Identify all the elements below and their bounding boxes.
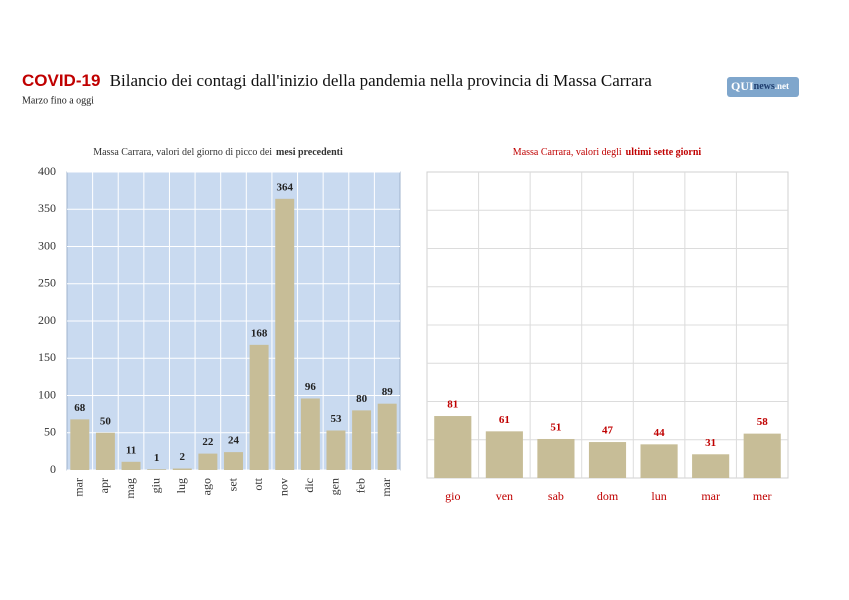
y-tick-label: 150 bbox=[38, 350, 56, 364]
bar bbox=[70, 419, 90, 470]
value-label: 11 bbox=[126, 444, 136, 456]
value-label: 80 bbox=[356, 393, 368, 405]
x-tick-label: lug bbox=[174, 478, 188, 493]
value-label: 31 bbox=[705, 437, 716, 449]
bar bbox=[640, 444, 678, 478]
x-tick-label: ago bbox=[200, 478, 214, 495]
y-tick-label: 200 bbox=[38, 313, 56, 327]
title-highlight: COVID-19 bbox=[22, 71, 100, 90]
y-tick-label: 50 bbox=[44, 425, 56, 439]
chart-title-bold: mesi precedenti bbox=[276, 147, 343, 158]
bar bbox=[300, 398, 320, 470]
value-label: 68 bbox=[74, 402, 86, 414]
title: COVID-19 Bilancio dei contagi dall'inizi… bbox=[22, 71, 652, 91]
chart-title-bold: ultimi sette giorni bbox=[626, 147, 702, 158]
bar bbox=[147, 469, 167, 470]
x-tick-label: set bbox=[225, 477, 239, 491]
value-label: 168 bbox=[251, 327, 268, 339]
value-label: 47 bbox=[602, 425, 614, 437]
value-label: 96 bbox=[305, 381, 317, 393]
y-tick-label: 100 bbox=[38, 387, 56, 401]
y-tick-label: 400 bbox=[38, 164, 56, 178]
logo-box bbox=[727, 77, 799, 97]
value-label: 24 bbox=[228, 435, 240, 447]
bar bbox=[377, 403, 397, 470]
subtitle: Marzo fino a oggi bbox=[22, 95, 94, 106]
x-tick-label: lun bbox=[651, 489, 666, 503]
x-tick-label: ott bbox=[251, 477, 265, 490]
x-tick-label: mer bbox=[753, 489, 772, 503]
value-label: 44 bbox=[654, 427, 666, 439]
x-tick-label: gio bbox=[445, 489, 460, 503]
logo-part: news bbox=[754, 81, 775, 92]
chart-title-text: Massa Carrara, valori degli bbox=[513, 147, 622, 158]
x-tick-label: sab bbox=[548, 489, 564, 503]
logo-part: .net bbox=[775, 81, 789, 91]
chart-title: Massa Carrara, valori del giorno di picc… bbox=[93, 147, 343, 158]
value-label: 89 bbox=[382, 386, 394, 398]
value-label: 364 bbox=[276, 181, 293, 193]
x-tick-label: mar bbox=[72, 478, 86, 497]
x-tick-label: mag bbox=[123, 478, 137, 499]
x-tick-label: giu bbox=[148, 478, 162, 493]
x-tick-label: mar bbox=[701, 489, 720, 503]
x-tick-label: apr bbox=[97, 478, 111, 493]
value-label: 81 bbox=[447, 399, 458, 411]
bar bbox=[692, 454, 730, 478]
y-tick-label: 250 bbox=[38, 276, 56, 290]
bar bbox=[588, 442, 627, 478]
y-tick-label: 0 bbox=[50, 462, 56, 476]
value-label: 50 bbox=[100, 415, 112, 427]
bar bbox=[224, 452, 243, 470]
x-tick-label: dom bbox=[597, 489, 619, 503]
value-label: 58 bbox=[757, 416, 769, 428]
x-tick-label: dic bbox=[302, 478, 316, 493]
title-text: Bilancio dei contagi dall'inizio della p… bbox=[110, 71, 653, 90]
bar bbox=[743, 433, 781, 478]
bar bbox=[434, 416, 472, 478]
x-tick-label: gen bbox=[328, 478, 342, 495]
x-tick-label: nov bbox=[276, 478, 290, 496]
bar bbox=[249, 344, 269, 470]
value-label: 51 bbox=[550, 422, 561, 434]
chart-title-text: Massa Carrara, valori del giorno di picc… bbox=[93, 147, 272, 158]
value-label: 61 bbox=[499, 414, 510, 426]
x-tick-label: feb bbox=[353, 478, 367, 493]
chart-title: Massa Carrara, valori degli ultimi sette … bbox=[513, 147, 702, 158]
bar bbox=[485, 431, 523, 478]
x-tick-label: mar bbox=[379, 478, 393, 497]
bar bbox=[352, 410, 372, 470]
bar bbox=[275, 198, 295, 470]
logo: QUInews.net bbox=[731, 79, 789, 93]
value-label: 2 bbox=[180, 451, 186, 463]
x-tick-label: ven bbox=[496, 489, 513, 503]
bar bbox=[172, 468, 192, 470]
bar bbox=[537, 438, 575, 478]
y-tick-label: 350 bbox=[38, 201, 56, 215]
logo-part: QUI bbox=[731, 79, 754, 93]
bar bbox=[121, 461, 141, 470]
value-label: 53 bbox=[330, 413, 342, 425]
bar bbox=[95, 432, 115, 470]
y-tick-label: 300 bbox=[38, 238, 56, 252]
bar bbox=[326, 430, 346, 470]
value-label: 1 bbox=[154, 452, 160, 464]
bar bbox=[198, 453, 218, 470]
value-label: 22 bbox=[202, 436, 214, 448]
